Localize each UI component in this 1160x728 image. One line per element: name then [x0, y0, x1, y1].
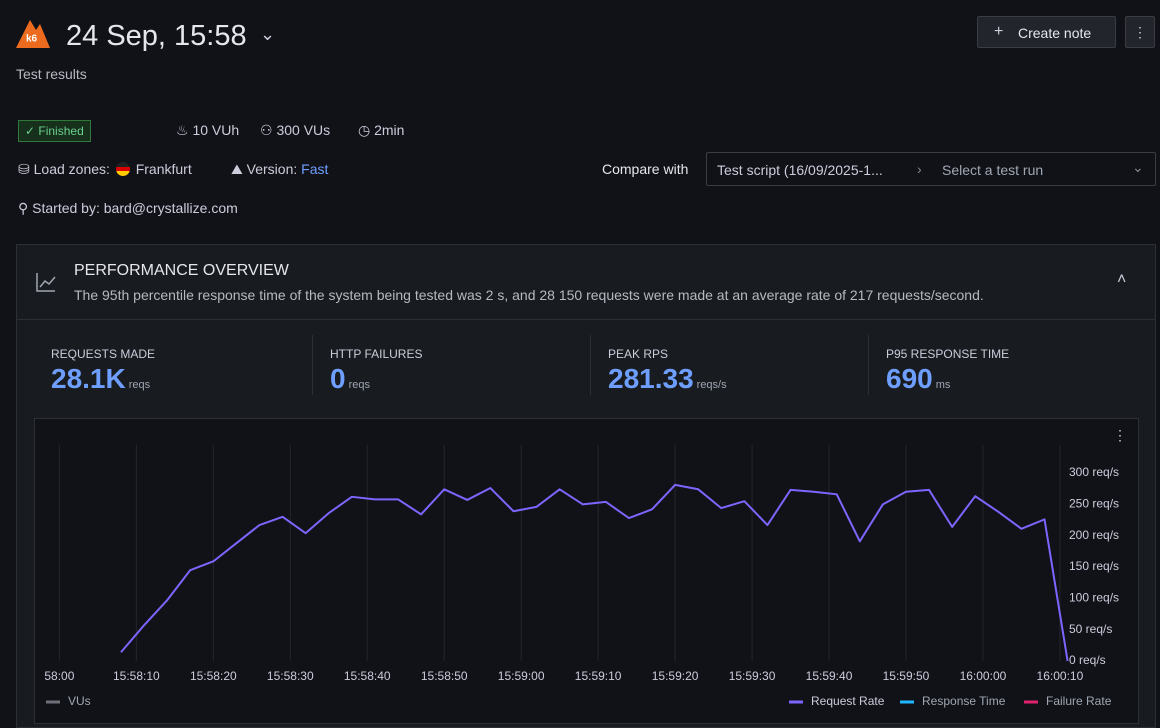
stat-value-row: 690 ms	[886, 363, 950, 395]
vuh-text: 10 VUh	[192, 122, 240, 138]
y-tick-label: 0 req/s	[1069, 653, 1106, 667]
x-tick-label: 15:59:30	[729, 669, 776, 683]
stat-value: 0	[330, 363, 346, 394]
stat-unit: reqs/s	[696, 379, 727, 391]
y-tick-label: 150 req/s	[1069, 559, 1119, 573]
stat-value: 690	[886, 363, 933, 394]
y-tick-label: 250 req/s	[1069, 497, 1119, 511]
y-tick-label: 50 req/s	[1069, 622, 1112, 636]
x-tick-label: 15:59:50	[883, 669, 930, 683]
chart-menu[interactable]: ⋮	[1113, 427, 1127, 443]
duration-text: 2min	[374, 122, 405, 138]
stat-label: REQUESTS MADE	[51, 347, 156, 361]
stat: HTTP FAILURES 0 reqs	[312, 335, 591, 395]
stat-unit: reqs	[128, 379, 151, 391]
y-tick-label: 300 req/s	[1069, 465, 1119, 479]
legend-label: Request Rate	[811, 694, 885, 708]
stat-value: 28.1K	[51, 363, 126, 394]
x-tick-label: 15:59:40	[806, 669, 853, 683]
k6-logo: k6	[16, 20, 50, 48]
started-by: ⚲ Started by: bard@crystallize.com	[18, 200, 238, 216]
title-chevron[interactable]: ⌄	[260, 24, 276, 44]
vus-text: 300 VUs	[276, 122, 331, 138]
load-zones: ⛁ Load zones: Frankfurt	[18, 161, 192, 177]
overview-title: PERFORMANCE OVERVIEW	[74, 262, 289, 279]
compare-label: Compare with	[602, 161, 689, 177]
stat-label: HTTP FAILURES	[330, 347, 423, 361]
status-badge: ✓ Finished	[18, 120, 91, 142]
chart-icon	[36, 273, 56, 292]
stat: REQUESTS MADE 28.1K reqs	[34, 335, 312, 395]
vuh: ♨ 10 VUh	[176, 122, 240, 138]
version-value[interactable]: Fast	[301, 161, 329, 177]
compare-run: Select a test run	[942, 162, 1044, 178]
more-button[interactable]: ⋮	[1125, 16, 1155, 48]
duration: ◷ 2min	[358, 122, 405, 138]
compare-select[interactable]: Test script (16/09/2025-1... › Select a …	[706, 152, 1156, 186]
x-tick-label: 15:58:10	[113, 669, 160, 683]
version-label: Version:	[246, 161, 298, 177]
load-zone: Frankfurt	[135, 161, 192, 177]
create-note-label: Create note	[1018, 25, 1092, 41]
legend-label: Failure Rate	[1046, 694, 1112, 708]
x-tick-label: 16:00:00	[960, 669, 1007, 683]
flag	[115, 162, 130, 176]
stat: PEAK RPS 281.33 reqs/s	[590, 335, 869, 395]
stat-unit: ms	[935, 379, 951, 391]
load-zones-label: Load zones:	[33, 161, 110, 177]
x-tick-label: 15:59:10	[575, 669, 622, 683]
stat-value-row: 281.33 reqs/s	[608, 363, 727, 395]
stat: P95 RESPONSE TIME 690 ms	[868, 335, 1147, 395]
stat-unit: reqs	[348, 379, 370, 391]
x-tick-label: 15:58:20	[190, 669, 237, 683]
collapse[interactable]: ˄	[1117, 271, 1127, 288]
legend-label: Response Time	[922, 694, 1006, 708]
chart-panel: ⋮	[34, 418, 1139, 724]
started-by-text: Started by: bard@crystallize.com	[32, 200, 238, 216]
subtitle: Test results	[16, 66, 87, 82]
stat-value-row: 0 reqs	[330, 363, 370, 395]
x-tick-label: 15:58:40	[344, 669, 391, 683]
x-tick-label: 16:00:10	[1037, 669, 1084, 683]
create-note-button[interactable]: + Create note	[977, 16, 1116, 48]
overview-header[interactable]: PERFORMANCE OVERVIEW The 95th percentile…	[17, 245, 1155, 320]
stat-label: P95 RESPONSE TIME	[886, 347, 1010, 361]
x-tick-label: 15:59:20	[652, 669, 699, 683]
version: ⛰ Version: Fast	[231, 161, 329, 177]
x-tick-label: 15:58:50	[421, 669, 468, 683]
overview-panel: PERFORMANCE OVERVIEW The 95th percentile…	[16, 244, 1156, 728]
stat-value-row: 28.1K reqs	[51, 363, 150, 395]
x-tick-label: 15:58:30	[267, 669, 314, 683]
vus: ⚇ 300 VUs	[260, 122, 331, 138]
y-tick-label: 100 req/s	[1069, 591, 1119, 605]
stat-label: PEAK RPS	[608, 347, 669, 361]
svg-text:k6: k6	[26, 34, 38, 45]
stat-value: 281.33	[608, 363, 694, 394]
status-text: Finished	[38, 124, 84, 138]
legend-label: VUs	[68, 694, 91, 708]
overview-summary: The 95th percentile response time of the…	[74, 287, 984, 303]
series-line	[120, 483, 1069, 662]
y-tick-label: 200 req/s	[1069, 528, 1119, 542]
title: 24 Sep, 15:58	[66, 20, 247, 52]
x-tick-label: 58:00	[44, 669, 74, 683]
x-tick-label: 15:59:00	[498, 669, 545, 683]
compare-script: Test script (16/09/2025-1...	[717, 162, 883, 178]
